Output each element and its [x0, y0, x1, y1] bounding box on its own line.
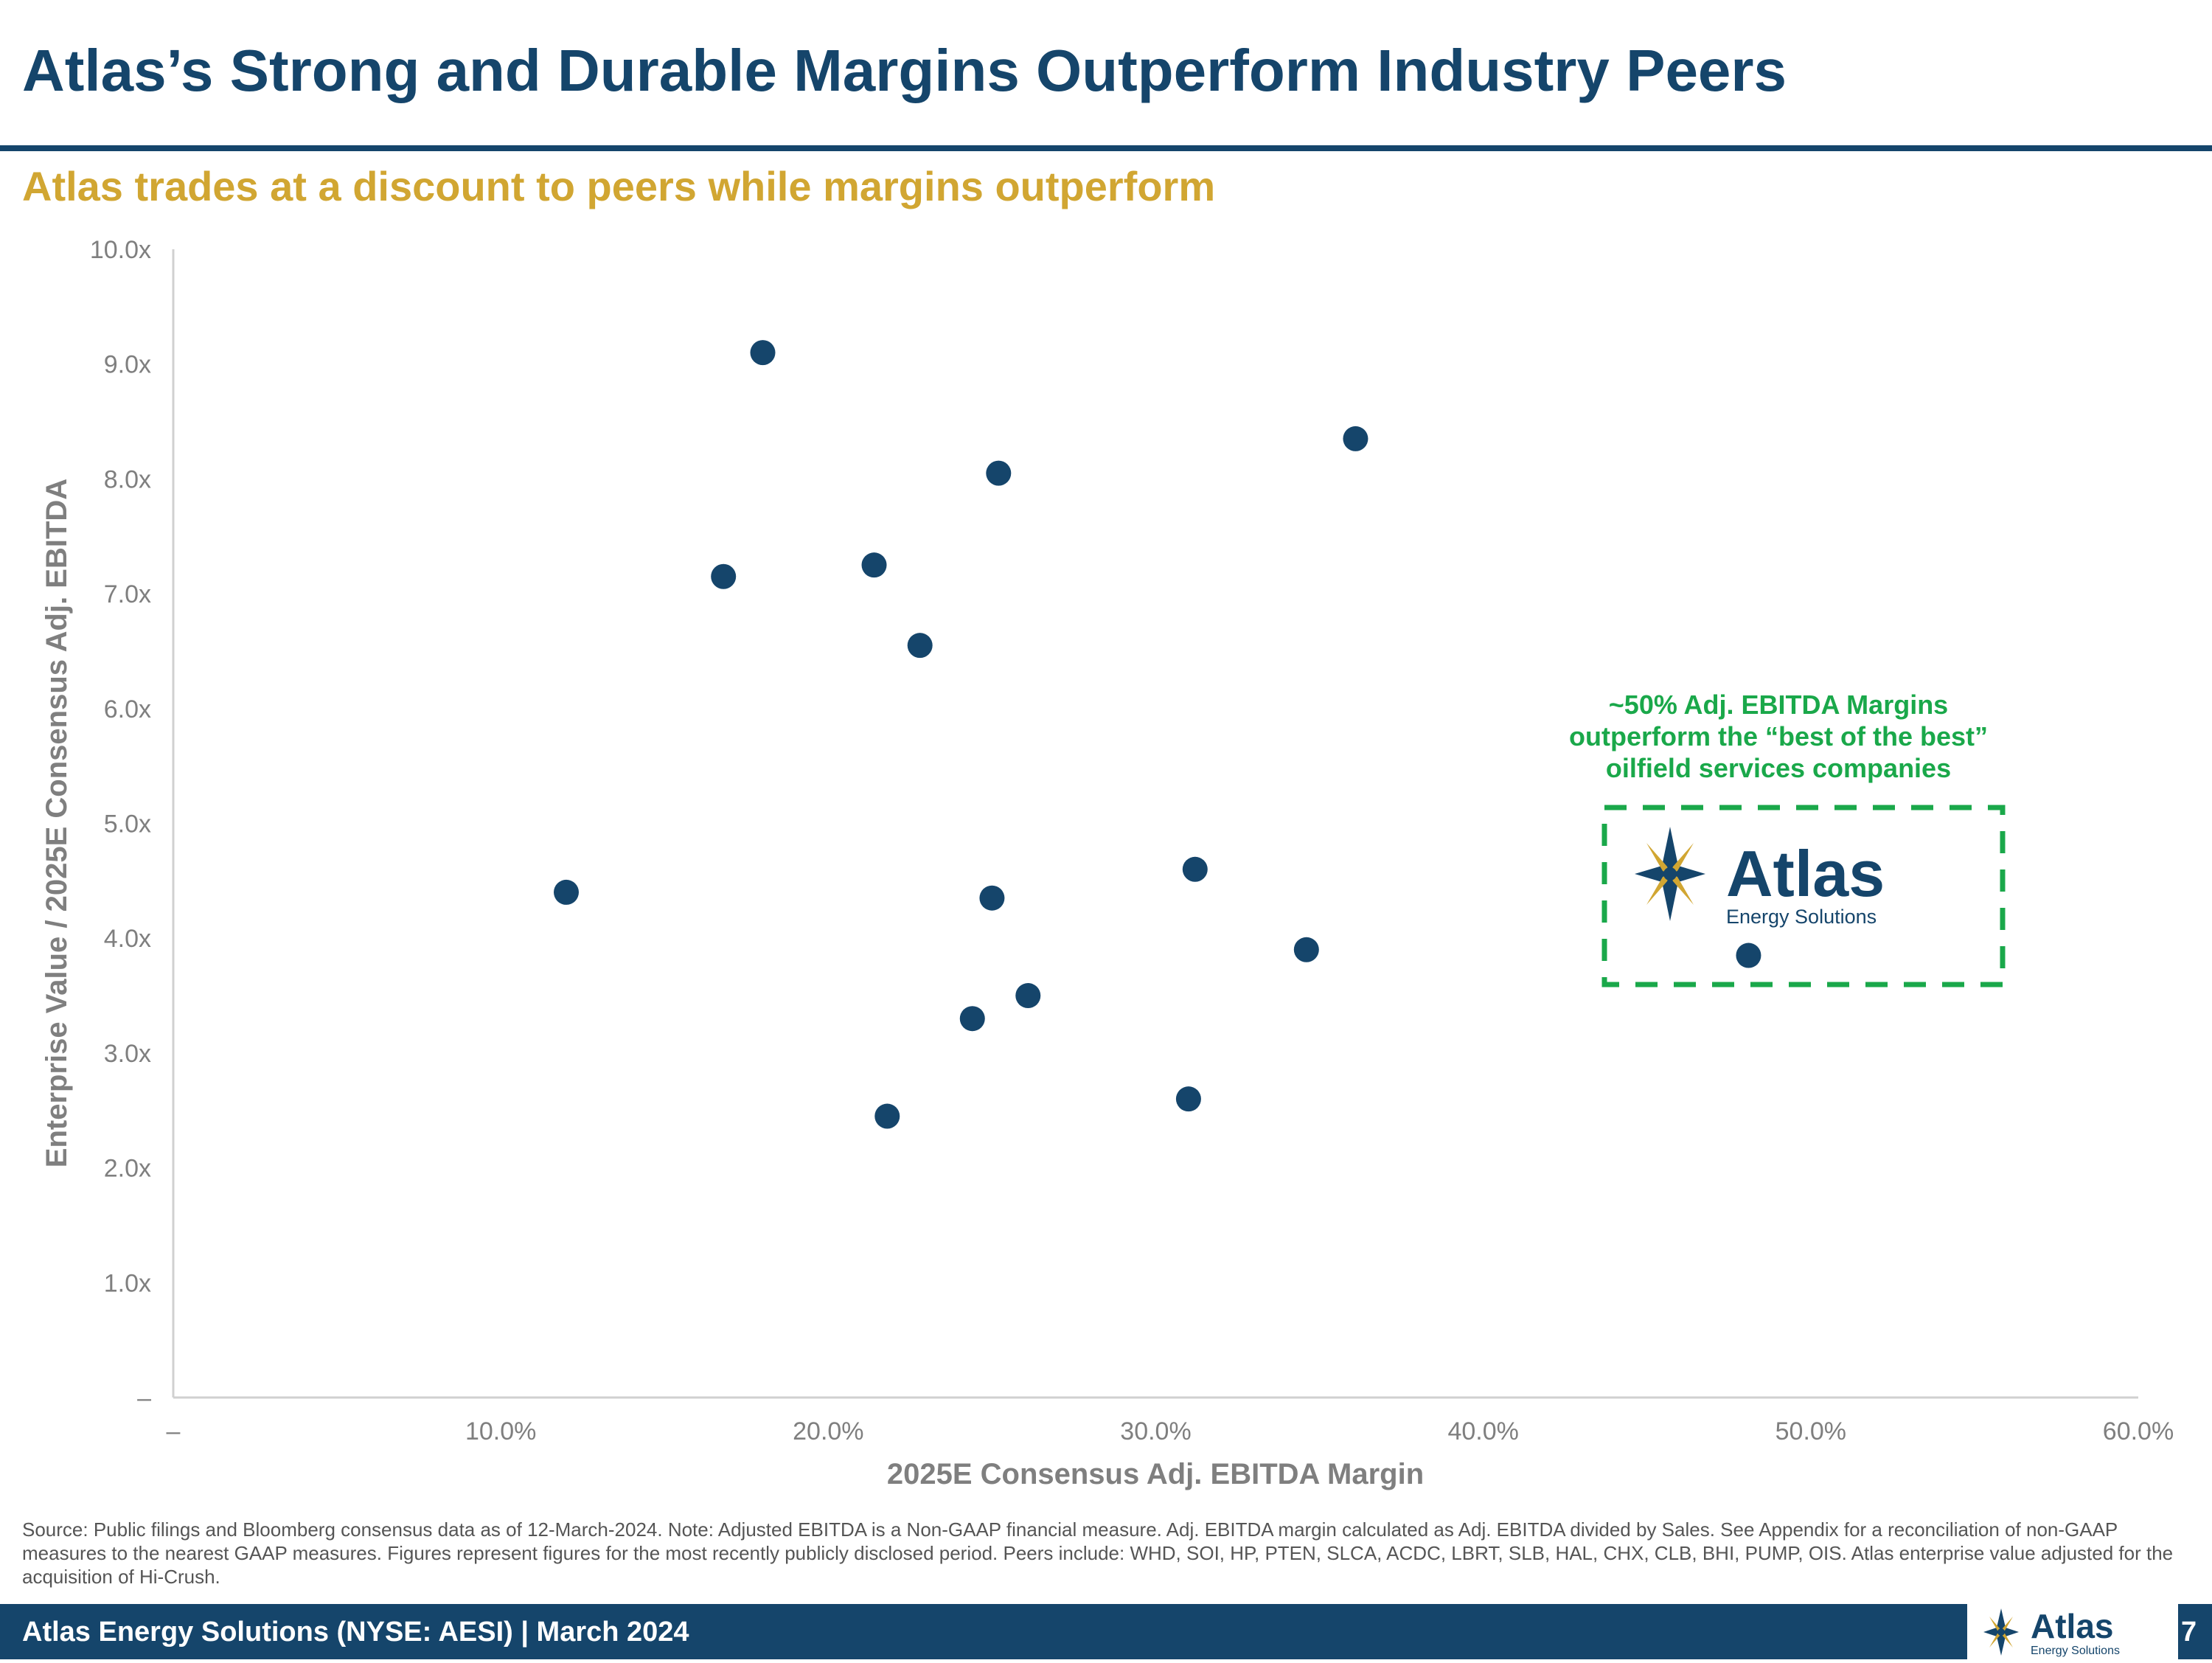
logo-tagline: Energy Solutions: [1726, 906, 1877, 928]
peer-data-point: [979, 885, 1005, 911]
y-tick-label: 6.0x: [104, 695, 151, 723]
footer-logo-tagline: Energy Solutions: [2031, 1645, 2120, 1657]
data-points: [554, 340, 1761, 1129]
peer-data-point: [861, 552, 887, 578]
y-tick-label: 1.0x: [104, 1269, 151, 1297]
slide-title: Atlas’s Strong and Durable Margins Outpe…: [22, 38, 1787, 103]
x-tick-labels: – 10.0% 20.0% 30.0% 40.0% 50.0% 60.0%: [167, 1417, 2174, 1445]
annotation-line-2: outperform the “best of the best”: [1569, 721, 1988, 751]
y-tick-label: 10.0x: [90, 236, 151, 264]
peer-data-point: [711, 563, 737, 589]
page-number: 7: [2181, 1617, 2197, 1648]
x-tick-label: 40.0%: [1447, 1417, 1518, 1445]
star-icon: [1635, 827, 1705, 921]
footer-bar: Atlas Energy Solutions (NYSE: AESI) | Ma…: [0, 1604, 2212, 1659]
peer-data-point: [986, 460, 1012, 486]
x-tick-label: 20.0%: [793, 1417, 863, 1445]
y-tick-labels: – 1.0x 2.0x 3.0x 4.0x 5.0x 6.0x 7.0x 8.0x 9.0x 10.…: [90, 236, 151, 1412]
peer-data-point: [959, 1006, 985, 1032]
peer-data-point: [1293, 937, 1319, 962]
peer-data-point: [907, 633, 933, 659]
footer-star-icon: [1983, 1608, 2019, 1656]
footer-logo: Atlas Energy Solutions: [1967, 1604, 2178, 1659]
annotation-line-3: oilfield services companies: [1606, 753, 1951, 783]
x-tick-label: 50.0%: [1775, 1417, 1846, 1445]
footer-logo-wordmark: Atlas: [2031, 1607, 2113, 1645]
y-tick-label: 7.0x: [104, 580, 151, 608]
peer-data-point: [1015, 983, 1041, 1009]
title-divider: [0, 145, 2212, 151]
peer-data-point: [1343, 426, 1368, 451]
peer-data-point: [1175, 1086, 1201, 1112]
footer-company-date: Atlas Energy Solutions (NYSE: AESI) | Ma…: [22, 1617, 689, 1648]
atlas-logo: Atlas Energy Solutions: [1635, 827, 1885, 928]
atlas-data-point: [1736, 942, 1761, 968]
peer-data-point: [874, 1103, 900, 1129]
y-tick-label: –: [137, 1384, 151, 1412]
peer-data-point: [1182, 856, 1208, 882]
y-tick-label: 8.0x: [104, 465, 151, 493]
scatter-chart: – 1.0x 2.0x 3.0x 4.0x 5.0x 6.0x 7.0x 8.0x 9.0x 10.…: [41, 236, 2174, 1490]
footer-logo-svg: Atlas Energy Solutions: [1983, 1607, 2120, 1657]
peer-data-point: [750, 340, 776, 366]
logo-wordmark: Atlas: [1726, 837, 1885, 910]
peer-data-point: [554, 879, 579, 905]
y-tick-label: 4.0x: [104, 925, 151, 953]
source-note: Source: Public filings and Bloomberg con…: [22, 1518, 2174, 1588]
atlas-annotation: ~50% Adj. EBITDA Margins outperform the …: [1569, 690, 1988, 783]
y-axis-label: Enterprise Value / 2025E Consensus Adj. …: [41, 479, 73, 1167]
x-tick-label: 10.0%: [465, 1417, 536, 1445]
atlas-highlight-box: [1601, 805, 2006, 987]
y-tick-label: 5.0x: [104, 810, 151, 839]
x-tick-label: –: [167, 1417, 181, 1445]
x-axis-label: 2025E Consensus Adj. EBITDA Margin: [887, 1458, 1424, 1490]
slide-subtitle: Atlas trades at a discount to peers whil…: [22, 163, 1216, 209]
y-tick-label: 2.0x: [104, 1155, 151, 1183]
y-tick-label: 3.0x: [104, 1040, 151, 1068]
x-tick-label: 30.0%: [1120, 1417, 1191, 1445]
annotation-line-1: ~50% Adj. EBITDA Margins: [1609, 690, 1948, 720]
x-tick-label: 60.0%: [2103, 1417, 2174, 1445]
axes: [172, 249, 2138, 1399]
y-tick-label: 9.0x: [104, 351, 151, 379]
